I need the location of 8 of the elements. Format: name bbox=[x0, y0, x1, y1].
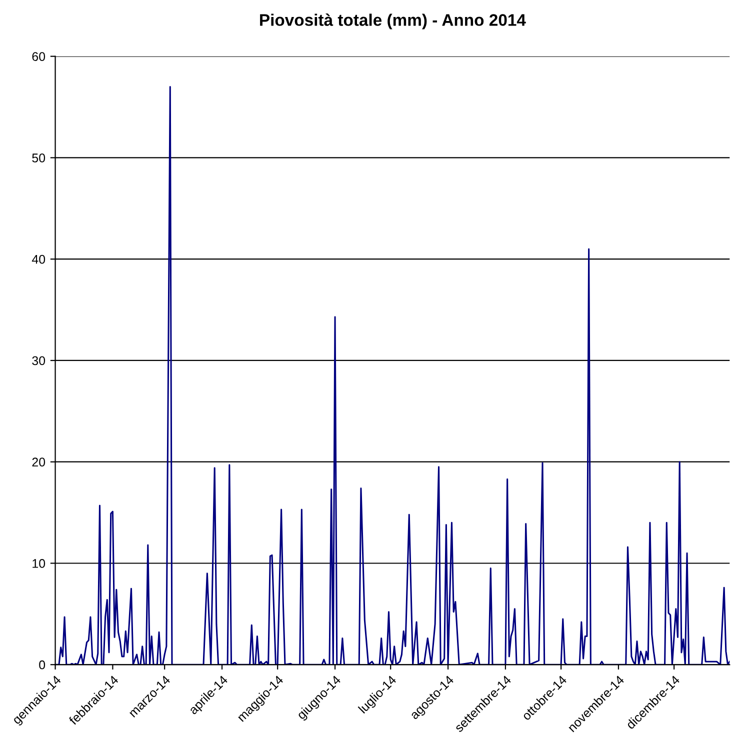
y-tick-label: 20 bbox=[32, 458, 46, 467]
y-tick-label: 30 bbox=[32, 356, 46, 366]
y-tick-label: 10 bbox=[32, 559, 46, 568]
y-tick-label: 60 bbox=[32, 52, 46, 61]
y-tick-label: 40 bbox=[32, 254, 46, 264]
chart-title: Piovosità totale (mm) - Anno 2014 bbox=[260, 14, 526, 30]
y-tick-label: 0 bbox=[39, 660, 46, 670]
y-tick-label: 50 bbox=[32, 154, 46, 162]
